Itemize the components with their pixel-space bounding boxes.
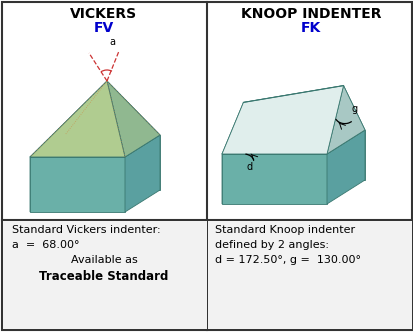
- Text: KNOOP INDENTER: KNOOP INDENTER: [240, 7, 380, 21]
- Text: d = 172.50°, g =  130.00°: d = 172.50°, g = 130.00°: [214, 255, 360, 265]
- Polygon shape: [30, 157, 125, 212]
- Bar: [207, 221, 411, 329]
- Polygon shape: [30, 81, 107, 157]
- Polygon shape: [221, 86, 343, 154]
- Text: defined by 2 angles:: defined by 2 angles:: [214, 240, 328, 250]
- Text: Traceable Standard: Traceable Standard: [39, 270, 168, 283]
- Bar: [3, 221, 206, 329]
- Text: a: a: [109, 37, 115, 47]
- Polygon shape: [221, 130, 259, 204]
- Polygon shape: [326, 86, 364, 154]
- Polygon shape: [30, 135, 65, 212]
- Polygon shape: [65, 81, 159, 135]
- Polygon shape: [221, 102, 259, 154]
- Polygon shape: [221, 130, 364, 154]
- Polygon shape: [259, 130, 364, 180]
- Polygon shape: [107, 81, 159, 157]
- Polygon shape: [30, 81, 125, 157]
- Polygon shape: [243, 86, 364, 130]
- Text: g: g: [351, 104, 357, 114]
- Polygon shape: [221, 154, 326, 204]
- Polygon shape: [125, 135, 159, 212]
- Text: a  =  68.00°: a = 68.00°: [12, 240, 79, 250]
- Text: Standard Vickers indenter:: Standard Vickers indenter:: [12, 225, 160, 235]
- Polygon shape: [65, 135, 159, 190]
- Text: VICKERS: VICKERS: [70, 7, 137, 21]
- Text: FV: FV: [94, 21, 114, 35]
- Polygon shape: [30, 135, 159, 157]
- Text: FK: FK: [300, 21, 320, 35]
- Text: Available as: Available as: [71, 255, 137, 265]
- Text: Standard Knoop indenter: Standard Knoop indenter: [214, 225, 354, 235]
- Polygon shape: [326, 130, 364, 204]
- Text: d: d: [247, 162, 252, 172]
